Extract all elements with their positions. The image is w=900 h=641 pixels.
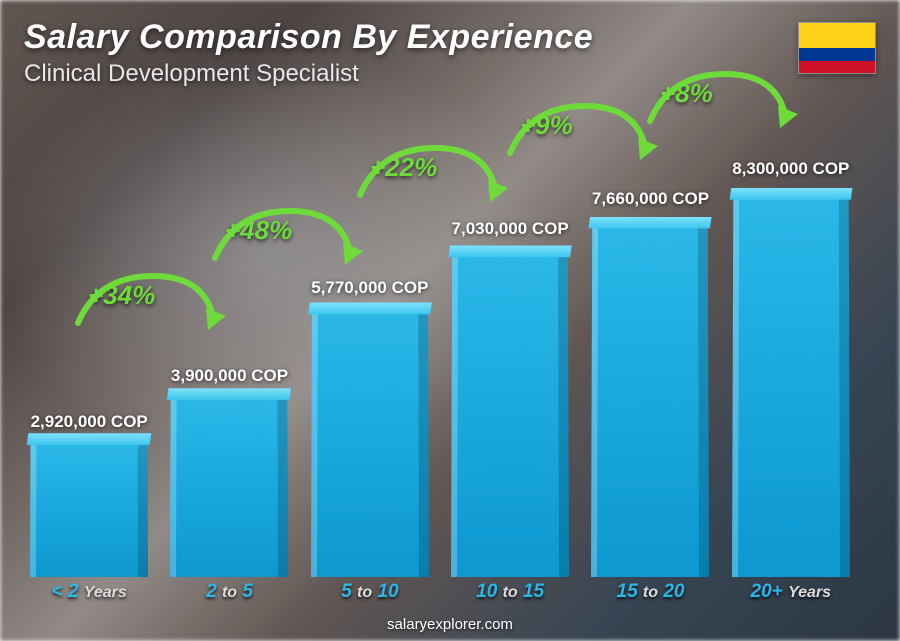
bar-group: 5,770,000 COP bbox=[311, 278, 429, 577]
growth-arrow-icon bbox=[58, 268, 228, 338]
category-label: 20+ Years bbox=[732, 581, 850, 607]
bar-group: 3,900,000 COP bbox=[170, 366, 288, 577]
category-label: 10 to 15 bbox=[451, 581, 569, 607]
flag-stripe bbox=[799, 23, 875, 48]
bar-value-label: 7,660,000 COP bbox=[592, 189, 709, 209]
bar bbox=[591, 225, 709, 577]
bar-top-face bbox=[27, 433, 152, 445]
bar-value-label: 2,920,000 COP bbox=[31, 412, 148, 432]
category-label: 5 to 10 bbox=[311, 581, 429, 607]
x-axis-categories: < 2 Years 2 to 5 5 to 10 10 to 15 15 to 20 20… bbox=[30, 581, 850, 607]
category-label: 15 to 20 bbox=[591, 581, 709, 607]
bar-top-face bbox=[308, 303, 432, 315]
bar-value-label: 3,900,000 COP bbox=[171, 366, 288, 386]
bar-group: 7,030,000 COP bbox=[451, 219, 569, 577]
country-flag bbox=[798, 22, 876, 74]
chart-title: Salary Comparison By Experience bbox=[24, 18, 593, 57]
flag-stripe bbox=[799, 48, 875, 61]
category-label: 2 to 5 bbox=[170, 581, 288, 607]
chart-container: Salary Comparison By Experience Clinical… bbox=[0, 0, 900, 641]
bar bbox=[311, 310, 429, 577]
growth-arrow-icon bbox=[630, 66, 800, 136]
bar-group: 7,660,000 COP bbox=[591, 189, 709, 577]
bar-group: 8,300,000 COP bbox=[732, 159, 850, 577]
bar-top-face bbox=[448, 246, 572, 258]
bar bbox=[30, 441, 148, 577]
bar bbox=[170, 396, 288, 577]
bar-value-label: 5,770,000 COP bbox=[311, 278, 428, 298]
bar bbox=[451, 253, 569, 577]
chart-subtitle: Clinical Development Specialist bbox=[24, 60, 359, 88]
growth-arrow-icon bbox=[340, 140, 510, 210]
growth-arrow-icon bbox=[195, 203, 365, 273]
bar-top-face bbox=[167, 388, 292, 400]
bar-value-label: 8,300,000 COP bbox=[732, 159, 849, 179]
category-label: < 2 Years bbox=[30, 581, 148, 607]
flag-stripe bbox=[799, 61, 875, 74]
bar-top-face bbox=[729, 188, 852, 199]
bar-top-face bbox=[589, 217, 712, 229]
bar-group: 2,920,000 COP bbox=[30, 412, 148, 577]
bar-value-label: 7,030,000 COP bbox=[452, 219, 569, 239]
bar bbox=[732, 196, 850, 577]
footer-attribution: salaryexplorer.com bbox=[0, 616, 900, 633]
